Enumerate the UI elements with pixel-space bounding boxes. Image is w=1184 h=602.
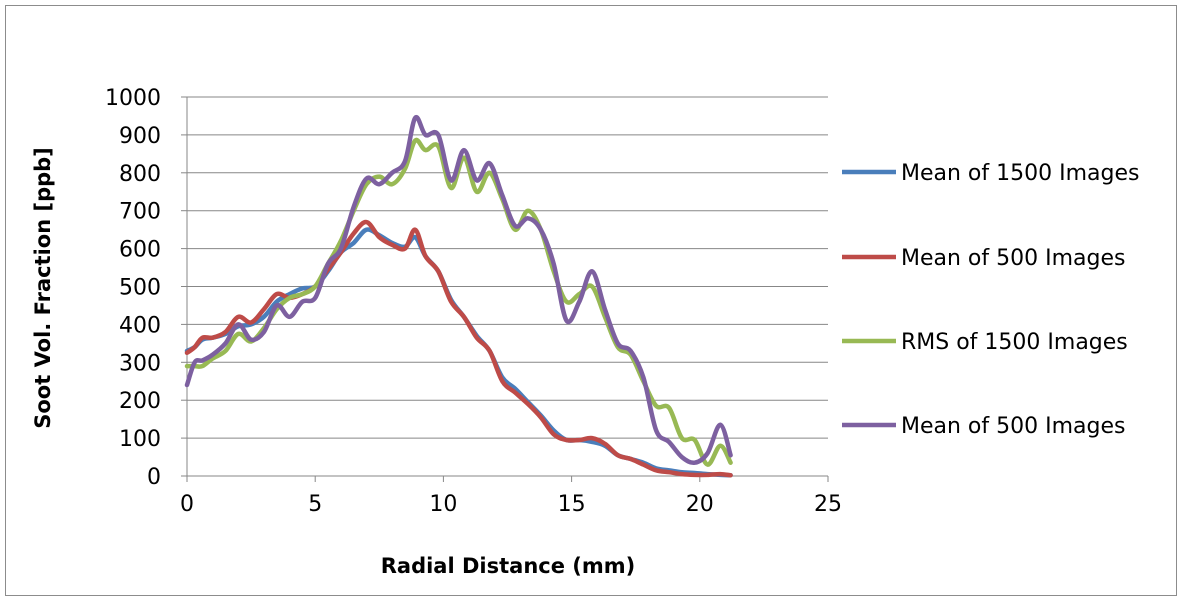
y-tick-label: 1000 [105, 86, 161, 111]
y-tick-label: 800 [119, 162, 161, 187]
y-axis-tick-labels: 0 100 200 300 400 500 600 700 800 900 1000 [105, 86, 161, 490]
legend: Mean of 1500 Images Mean of 500 Images RMS… [842, 161, 1139, 439]
y-tick-label: 0 [147, 465, 161, 490]
y-tick-label: 900 [119, 124, 161, 149]
series-line-4 [184, 114, 733, 466]
x-axis-title: Radial Distance (mm) [381, 554, 636, 578]
x-tick-label: 0 [180, 492, 194, 517]
y-tick-label: 400 [119, 313, 161, 338]
axes [181, 96, 829, 482]
chart-frame [5, 5, 1177, 596]
x-tick-label: 5 [308, 492, 322, 517]
y-tick-label: 500 [119, 276, 161, 301]
y-tick-label: 600 [119, 238, 161, 263]
x-tick-label: 20 [686, 492, 714, 517]
series-line-2 [184, 219, 733, 478]
x-tick-label: 15 [558, 492, 586, 517]
x-tick-label: 10 [429, 492, 457, 517]
x-tick-label: 25 [814, 492, 842, 517]
gridlines [187, 96, 828, 439]
y-axis-title: Soot Vol. Fraction [ppb] [31, 147, 55, 429]
series-lines [184, 114, 733, 478]
legend-label-2: Mean of 500 Images [901, 246, 1125, 271]
legend-label-3: RMS of 1500 Images [901, 330, 1128, 355]
y-tick-label: 700 [119, 200, 161, 225]
x-axis-tick-labels: 0 5 10 15 20 25 [180, 492, 842, 517]
y-tick-label: 100 [119, 427, 161, 452]
y-tick-label: 300 [119, 351, 161, 376]
y-tick-label: 200 [119, 389, 161, 414]
legend-label-1: Mean of 1500 Images [901, 161, 1139, 186]
legend-label-4: Mean of 500 Images [901, 414, 1125, 439]
